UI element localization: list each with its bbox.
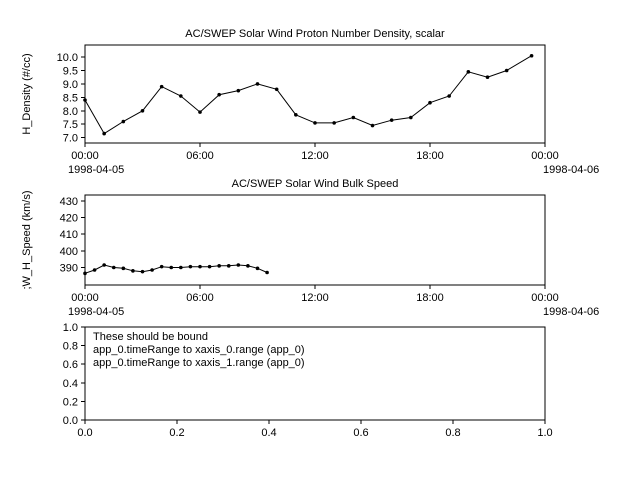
data-point-marker [179,94,183,98]
x-start-date-label: 1998-04-05 [68,164,124,176]
data-point-marker [207,264,212,269]
data-point-marker [198,110,202,114]
y-tick-label: 9.0 [63,79,78,91]
x-tick-label: 0.0 [77,427,92,439]
y-tick-label: 9.5 [63,66,78,78]
data-point-marker [217,92,221,97]
y-tick-label: 1.0 [63,322,78,334]
data-point-marker [102,263,106,267]
data-point-marker [313,121,317,125]
x-tick-label: 12:00 [301,150,329,162]
data-point-marker [217,264,221,268]
data-point-marker [447,94,451,98]
y-tick-label: 390 [60,263,78,275]
x-tick-label: 0.8 [445,427,460,439]
data-point-marker [188,264,193,269]
x-tick-label: 06:00 [186,292,214,304]
data-series-line [84,55,532,135]
x-tick-label: 18:00 [416,150,444,162]
data-point-marker [255,266,260,271]
y-tick-label: 8.5 [63,92,78,104]
annotation-text: app_0.timeRange to xaxis_1.range (app_0) [93,357,305,369]
x-tick-label: 06:00 [186,150,214,162]
data-point-marker [466,70,471,74]
y-tick-label: 410 [60,229,78,241]
data-point-marker [169,265,174,270]
x-tick-label: 0.6 [353,427,368,439]
data-point-marker [529,53,534,58]
data-point-marker [159,264,164,269]
x-end-date-label: 1998-04-06 [543,164,599,176]
y-tick-label: 400 [60,246,78,258]
x-tick-label: 00:00 [71,292,99,304]
data-point-marker [140,269,145,274]
data-point-marker [198,264,202,269]
x-tick-label: 00:00 [531,292,559,304]
x-tick-label: 00:00 [71,150,99,162]
x-start-date-label: 1998-04-05 [68,306,124,318]
y-tick-label: 7.5 [63,119,78,131]
y-tick-label: 0.0 [63,415,78,427]
y-tick-label: 420 [60,213,78,225]
plot-title: AC/SWEP Solar Wind Bulk Speed [232,178,399,190]
y-tick-label: 0.8 [63,341,78,353]
y-tick-label: 0.2 [63,396,78,408]
x-tick-label: 0.2 [169,427,184,439]
x-tick-label: 12:00 [301,292,329,304]
data-point-marker [485,75,490,80]
data-point-marker [428,100,432,105]
y-axis-label: H_Density (#/cc) [21,53,33,134]
data-point-marker [236,88,241,93]
data-point-marker [351,115,356,120]
data-point-marker [294,113,298,117]
x-end-date-label: 1998-04-06 [543,306,599,318]
data-point-marker [370,123,375,128]
data-point-marker [226,264,231,268]
data-point-marker [140,108,145,113]
data-point-marker [389,118,394,122]
y-axis-label: ;W_H_Speed (km/s) [21,190,33,289]
y-tick-label: 10.0 [57,52,78,64]
data-point-marker [111,265,116,270]
y-tick-label: 0.4 [63,378,78,390]
data-point-marker [102,131,106,136]
y-tick-label: 8.0 [63,106,78,118]
data-point-marker [332,121,336,125]
data-point-marker [409,115,413,120]
plot-frame [84,326,546,421]
data-point-marker [83,271,87,276]
data-point-marker [246,264,250,268]
data-point-marker [92,268,97,272]
y-tick-label: 0.6 [63,359,78,371]
data-point-marker [159,84,164,89]
data-point-marker [150,268,154,272]
x-tick-label: 00:00 [531,150,559,162]
annotation-text: app_0.timeRange to xaxis_0.range (app_0) [93,344,305,356]
y-tick-label: 7.0 [63,133,78,145]
data-point-marker [274,87,279,92]
data-point-marker [131,269,135,273]
annotation-text: These should be bound [93,331,208,343]
data-point-marker [265,270,269,275]
x-tick-label: 0.4 [261,427,276,439]
x-tick-label: 1.0 [537,427,552,439]
data-point-marker [179,265,183,270]
data-point-marker [83,98,87,102]
y-tick-label: 430 [60,196,78,208]
data-point-marker [255,82,260,86]
x-tick-label: 18:00 [416,292,444,304]
plot-title: AC/SWEP Solar Wind Proton Number Density… [185,28,445,40]
data-point-marker [504,68,509,73]
data-point-marker [121,119,126,124]
data-point-marker [236,263,241,267]
data-point-marker [121,266,126,271]
